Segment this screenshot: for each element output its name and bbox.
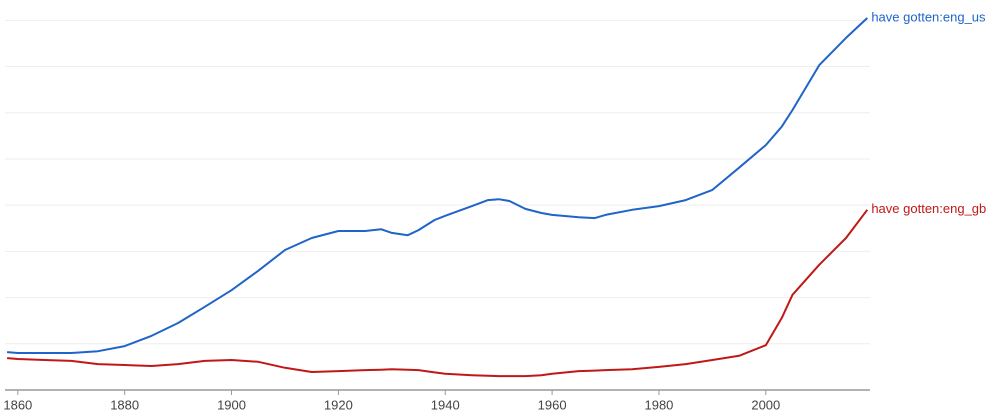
series-label: have gotten:eng_gb <box>871 201 986 216</box>
x-tick-label: 2000 <box>751 397 780 412</box>
series-label: have gotten:eng_us <box>871 9 986 24</box>
x-tick-label: 1920 <box>324 397 353 412</box>
series-line <box>7 17 868 354</box>
x-tick-label: 1900 <box>217 397 246 412</box>
series-line <box>7 209 869 378</box>
x-tick-label: 1940 <box>431 397 460 412</box>
x-tick-label: 1860 <box>3 397 32 412</box>
x-tick-label: 1980 <box>644 397 673 412</box>
x-tick-label: 1960 <box>538 397 567 412</box>
x-tick-label: 1880 <box>110 397 139 412</box>
